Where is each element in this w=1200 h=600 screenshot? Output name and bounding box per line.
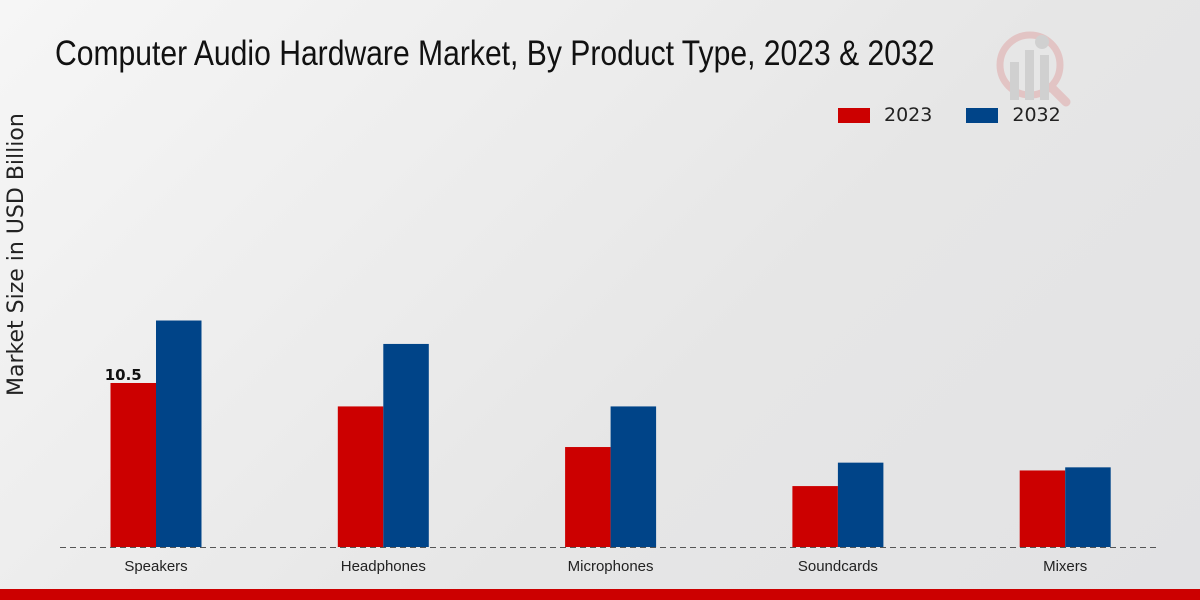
legend-swatch-2023: [838, 107, 870, 123]
bar-mixers-2023: [1019, 470, 1066, 547]
legend-label-2023: 2023: [884, 104, 933, 126]
bar-speakers-2023: [110, 382, 156, 547]
watermark-logo-icon: [996, 31, 1071, 107]
legend-item-2032: 2032: [966, 104, 1061, 126]
x-tick-label: Soundcards: [798, 558, 878, 575]
data-label: 10.5: [105, 366, 142, 384]
bar-headphones-2023: [337, 406, 384, 547]
x-tick-label: Headphones: [341, 558, 426, 575]
x-tick-label: Mixers: [1043, 558, 1087, 575]
x-tick-label: Speakers: [124, 558, 187, 575]
bar-microphones-2023: [565, 447, 611, 547]
legend-item-2023: 2023: [838, 104, 932, 126]
legend: 2023 2032: [838, 104, 1095, 126]
bar-speakers-2032: [156, 320, 202, 547]
bar-headphones-2032: [383, 343, 429, 547]
bar-microphones-2032: [610, 406, 657, 547]
chart-title: Computer Audio Hardware Market, By Produ…: [55, 34, 935, 73]
bar-soundcards-2032: [837, 462, 884, 547]
x-tick-label: Microphones: [568, 558, 654, 575]
bar-soundcards-2023: [792, 486, 838, 547]
bar-mixers-2032: [1065, 467, 1111, 547]
legend-label-2032: 2032: [1012, 104, 1061, 126]
legend-swatch-2032: [966, 107, 999, 123]
bottom-accent-bar: [0, 589, 1200, 600]
